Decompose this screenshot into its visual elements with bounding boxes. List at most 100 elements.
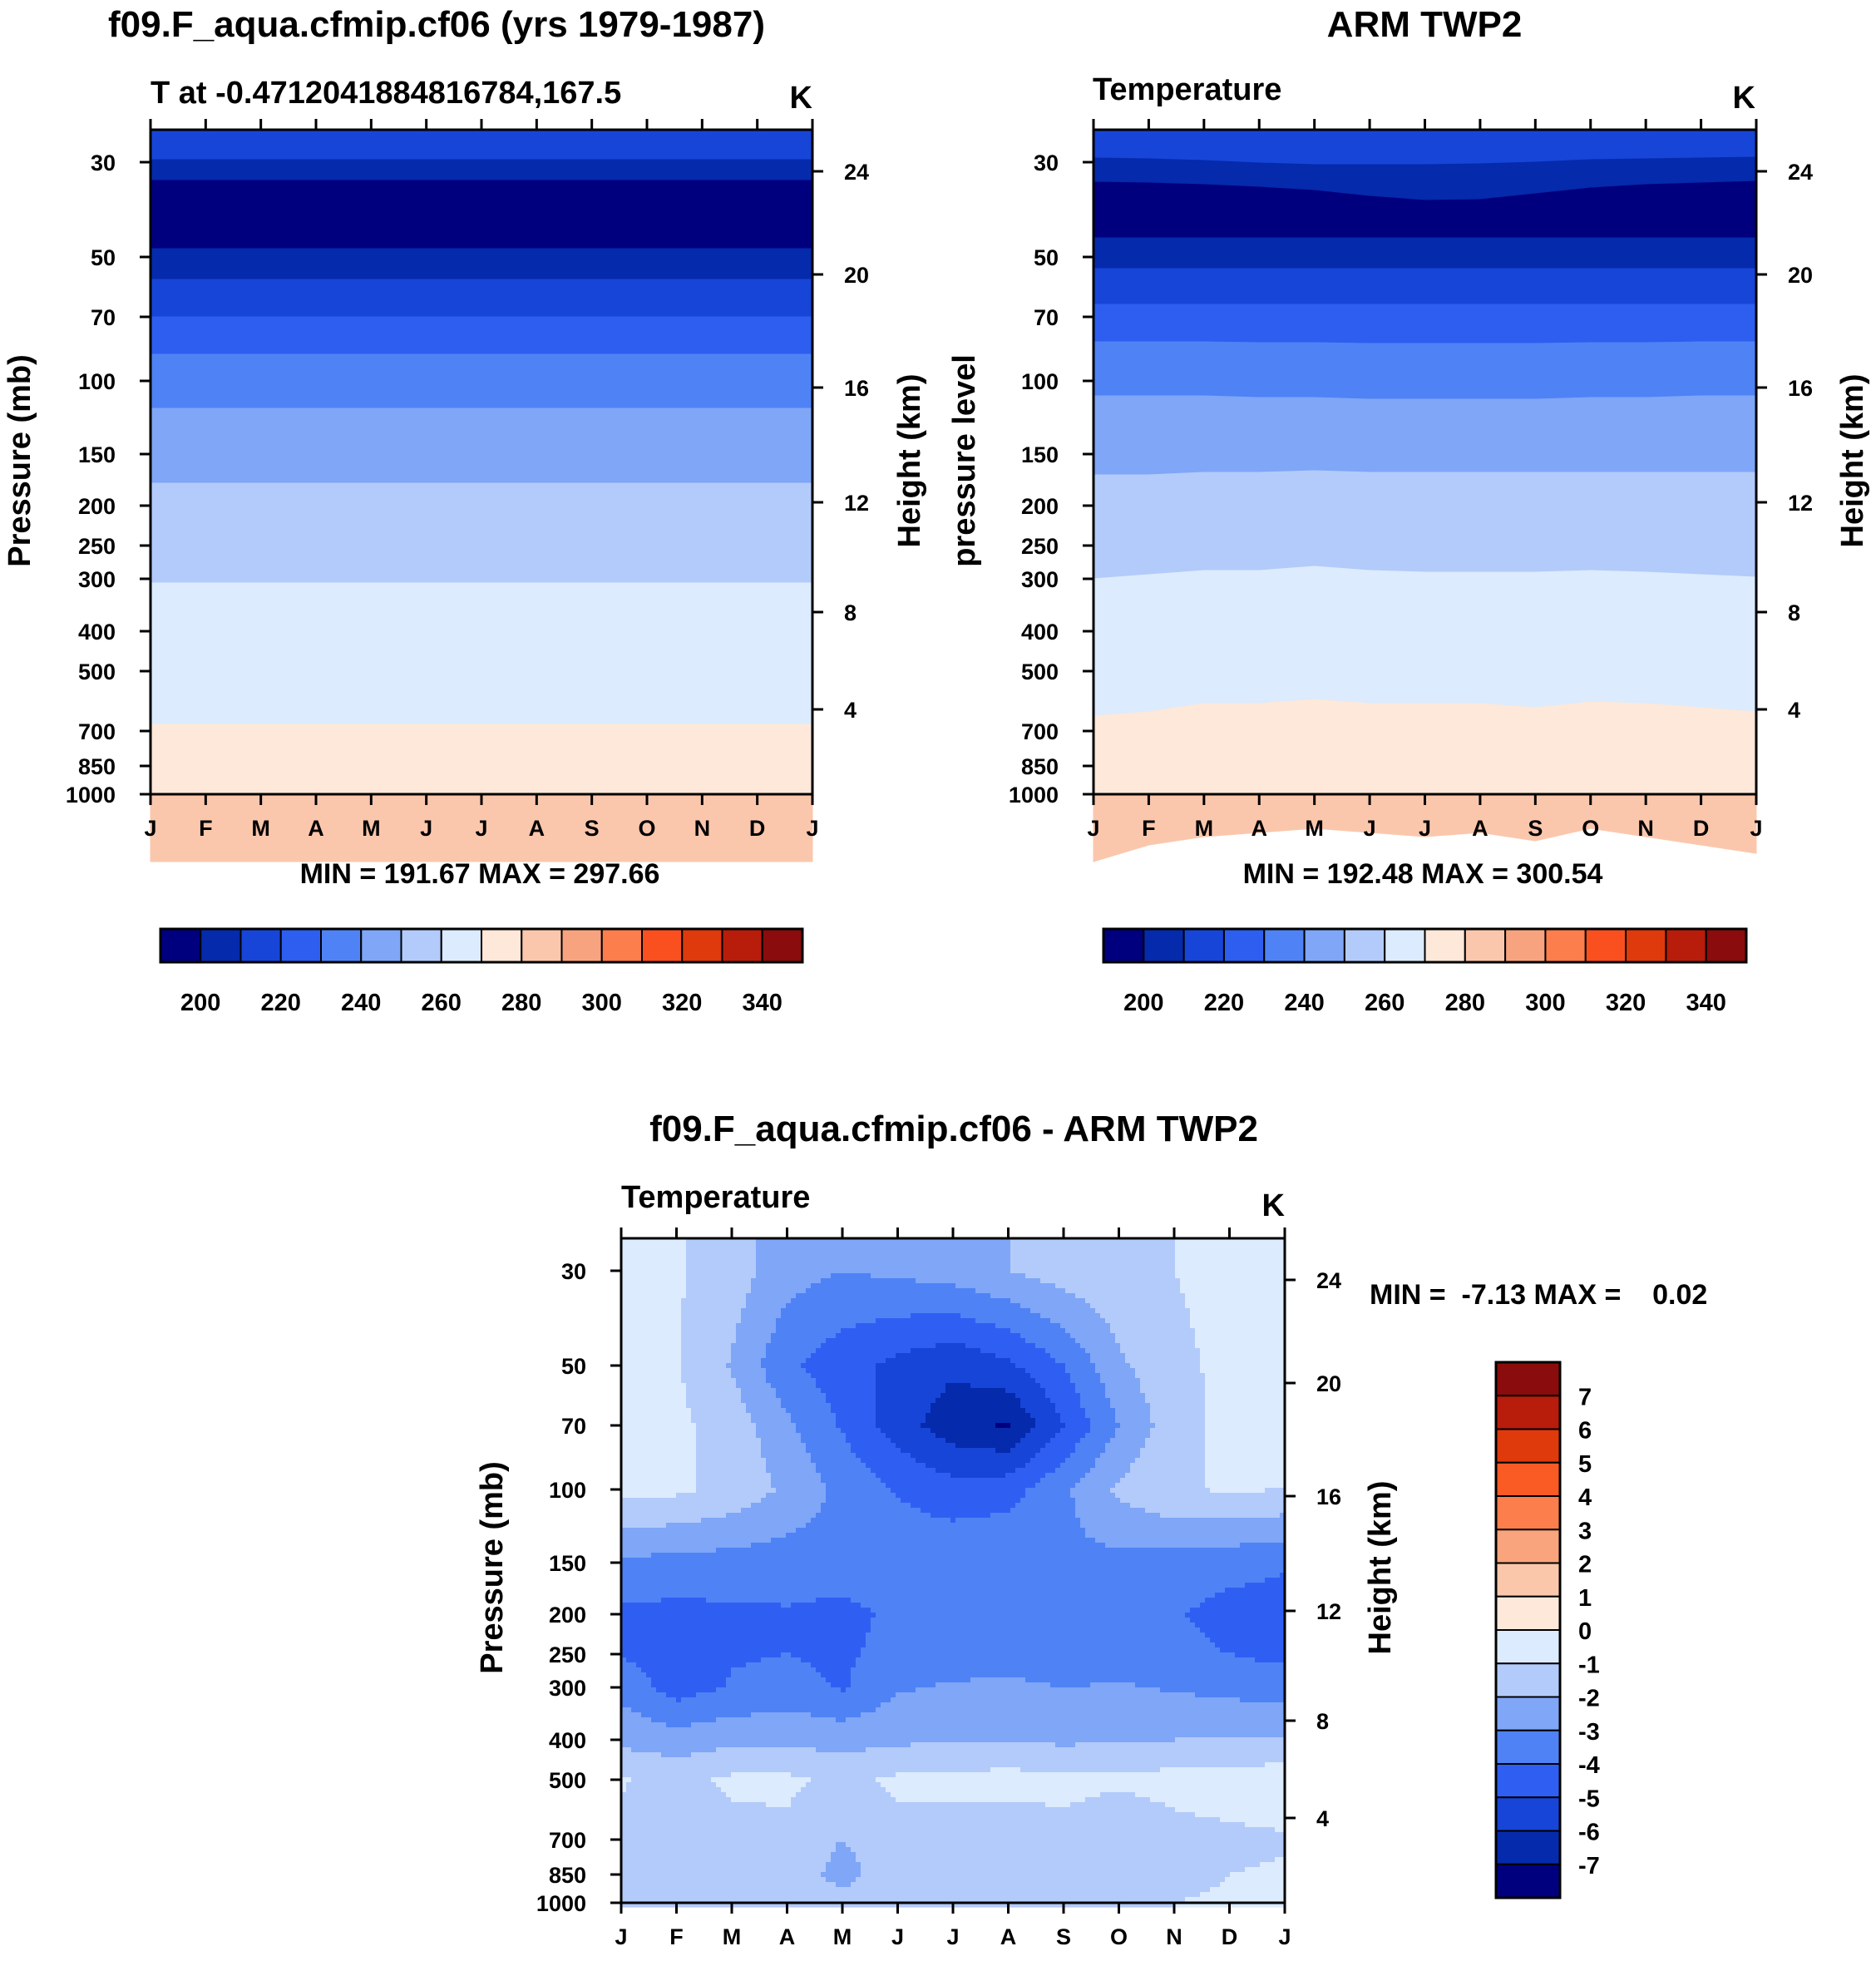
contour-cell [831,1408,876,1414]
contour-cell [1105,1388,1141,1394]
contour-cell [686,1388,742,1394]
contour-cell [686,1273,757,1279]
contour-cell [621,1623,871,1628]
contour-band [1093,237,1757,269]
contour-cell [1055,1408,1086,1414]
contour-cell [916,1458,1031,1464]
contour-cell [696,1468,767,1474]
colorbar-label: 260 [422,990,462,1016]
contour-cell [1090,1468,1131,1474]
contour-cell [731,1358,762,1364]
contour-cell [1195,1333,1286,1339]
pressure-tick-label: 700 [1021,719,1059,744]
contour-cell [1190,1308,1286,1314]
contour-cell [1090,1428,1116,1434]
contour-cell [741,1508,822,1514]
pressure-tick-label: 400 [78,620,116,645]
contour-cell [621,1608,871,1613]
panel-obs-stats: MIN = 192.48 MAX = 300.54 [1243,858,1603,890]
contour-cell [1030,1458,1066,1464]
contour-cell [836,1418,876,1424]
contour-cell [801,1657,857,1663]
contour-cell [1115,1413,1151,1419]
contour-band [150,408,813,484]
pressure-tick-label: 150 [78,442,116,467]
colorbar-model: 200 220 240 260 280 300 320 340 [159,927,804,1016]
contour-cell [1190,1318,1286,1324]
colorbar-label: 280 [1445,990,1485,1016]
contour-cell [681,1328,737,1334]
contour-cell [761,1498,827,1504]
contour-band [150,353,813,409]
month-tick-label: S [1528,816,1543,841]
contour-cell [621,1812,1196,1818]
contour-cell [1140,1453,1206,1459]
contour-cell [826,1393,876,1399]
colorbar-box [279,928,322,963]
contour-cell [970,1677,1026,1683]
contour-cell [686,1278,752,1284]
contour-cell [1065,1363,1096,1369]
contour-cell [621,1603,782,1608]
contour-cell [1005,1388,1046,1394]
colorbar-box [200,928,242,963]
colorbar-box [440,928,482,963]
contour-cell [1080,1393,1106,1399]
contour-cell [1060,1463,1096,1469]
contour-cell [931,1403,1021,1409]
month-tick-label: J [475,816,487,841]
contour-cell [1115,1483,1206,1489]
contour-cell [786,1408,832,1414]
contour-cell [791,1802,1046,1808]
contour-cell [836,1847,852,1853]
month-tick-label: O [1582,816,1599,841]
contour-cell [1175,1268,1286,1274]
contour-cell [1045,1473,1086,1479]
panel-model-axes: J F M A M J J A S O N D J 30 50 70 100 150 200 250 300 400 500… [66,119,869,841]
colorbar-label: -1 [1578,1652,1600,1678]
contour-cell [621,1503,752,1509]
contour-cell [1140,1378,1206,1384]
colorbar-box [1544,928,1587,963]
contour-cell [1075,1443,1106,1449]
contour-cell [1165,1802,1286,1808]
contour-cell [621,1652,782,1658]
contour-cell [1115,1428,1151,1434]
height-tick-label: 8 [1788,600,1800,625]
contour-cell [621,1827,1276,1833]
contour-cell [811,1453,857,1459]
contour-cell [621,1318,682,1324]
contour-cell [936,1398,1021,1404]
colorbar-label: 3 [1578,1518,1592,1544]
contour-cell [746,1303,787,1309]
contour-cell [621,1618,871,1623]
contour-cell [621,1797,732,1803]
contour-cell [806,1358,886,1364]
pressure-tick-label: 700 [78,719,116,744]
contour-cell [691,1408,747,1414]
contour-cell [1175,1243,1286,1249]
contour-cell [1075,1483,1116,1489]
contour-cell [1005,1473,1046,1479]
contour-cell [1275,1857,1286,1863]
contour-cell [696,1448,762,1454]
colorbar-label: 300 [582,990,622,1016]
contour-cell [896,1353,996,1359]
pressure-tick-label: 30 [91,151,116,175]
contour-cell [1140,1448,1206,1454]
contour-cell [901,1498,1021,1504]
month-tick-label: M [362,816,381,841]
contour-cell [911,1313,961,1319]
contour-cell [1020,1498,1076,1504]
contour-cell [686,1383,737,1389]
contour-cell [621,1313,682,1319]
contour-cell [621,1752,662,1758]
colorbar-label: 220 [261,990,301,1016]
contour-cell [891,1792,1101,1798]
contour-cell [851,1882,1221,1888]
contour-cell [1115,1408,1151,1414]
contour-band [150,159,813,181]
panel-difference-axes: J F M A M J J A S O N D J 30 50 70 100 150 200 250 300 400 500… [536,1227,1341,1949]
contour-cell [686,1238,757,1244]
contour-cell [681,1333,737,1339]
